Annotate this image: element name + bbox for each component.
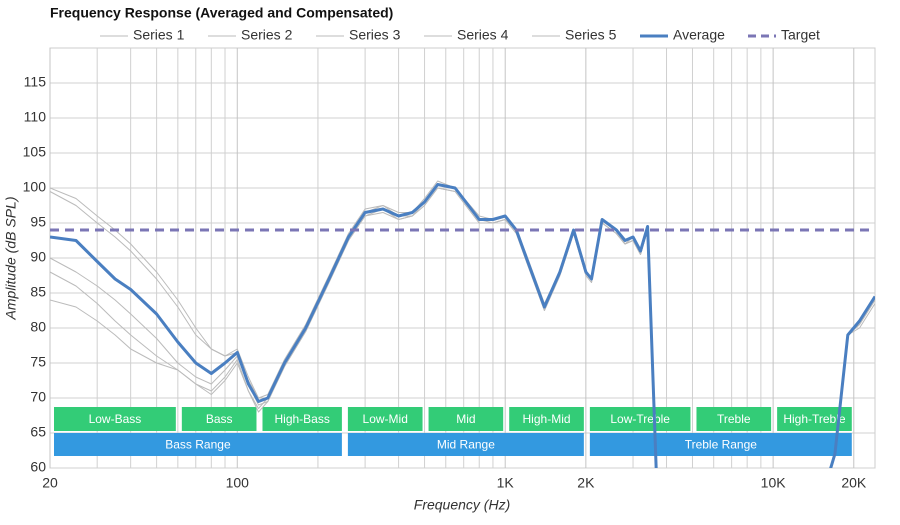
band-label: High-Treble — [783, 412, 846, 426]
band-label: Low-Bass — [89, 412, 142, 426]
legend-label: Series 1 — [133, 27, 185, 43]
band-label: Mid — [456, 412, 475, 426]
band-label: Low-Mid — [363, 412, 408, 426]
band-label: Bass — [206, 412, 233, 426]
y-tick-label: 75 — [30, 354, 46, 370]
band-label: Mid Range — [437, 438, 495, 452]
band — [181, 407, 257, 431]
y-tick-label: 105 — [23, 144, 47, 160]
x-tick-label: 2K — [577, 475, 595, 491]
chart-title: Frequency Response (Averaged and Compens… — [50, 5, 393, 21]
band — [509, 407, 584, 431]
band — [54, 407, 176, 431]
band — [54, 433, 342, 456]
legend-label: Target — [781, 27, 820, 43]
y-tick-label: 65 — [30, 424, 46, 440]
x-tick-label: 20 — [42, 475, 58, 491]
legend: Series 1 Series 2 Series 3 Series 4 Series 5… — [100, 27, 820, 43]
band — [347, 433, 584, 456]
legend-label: Series 3 — [349, 27, 401, 43]
y-tick-label: 60 — [30, 459, 46, 475]
band-label: High-Mid — [523, 412, 571, 426]
legend-label: Average — [673, 27, 725, 43]
x-tick-label: 1K — [497, 475, 515, 491]
x-tick-label: 100 — [226, 475, 250, 491]
grid: 60 65 70 75 80 85 90 95 100 105 110 115 20 100 1K 2K 10K… — [23, 47, 876, 491]
y-axis-label: Amplitude (dB SPL) — [3, 197, 19, 321]
band-label: High-Bass — [275, 412, 330, 426]
band-label: Treble Range — [685, 438, 758, 452]
x-tick-label: 20K — [841, 475, 867, 491]
band — [347, 407, 423, 431]
y-tick-label: 90 — [30, 249, 46, 265]
x-axis-label: Frequency (Hz) — [414, 497, 510, 513]
band — [696, 407, 772, 431]
y-tick-label: 85 — [30, 284, 46, 300]
series-line — [50, 183, 875, 468]
y-tick-label: 70 — [30, 389, 46, 405]
band-label: Bass Range — [165, 438, 231, 452]
y-tick-label: 80 — [30, 319, 46, 335]
band — [589, 407, 691, 431]
y-tick-label: 95 — [30, 214, 46, 230]
y-tick-label: 115 — [24, 74, 47, 90]
y-tick-label: 110 — [24, 109, 47, 125]
band-label: Treble — [717, 412, 751, 426]
band-label: Low-Treble — [610, 412, 670, 426]
band — [262, 407, 342, 431]
legend-label: Series 2 — [241, 27, 293, 43]
y-tick-label: 100 — [23, 179, 47, 195]
x-tick-label: 10K — [761, 475, 787, 491]
legend-label: Series 5 — [565, 27, 617, 43]
band — [428, 407, 504, 431]
legend-label: Series 4 — [457, 27, 509, 43]
series-line — [50, 187, 875, 468]
lines — [50, 180, 875, 468]
